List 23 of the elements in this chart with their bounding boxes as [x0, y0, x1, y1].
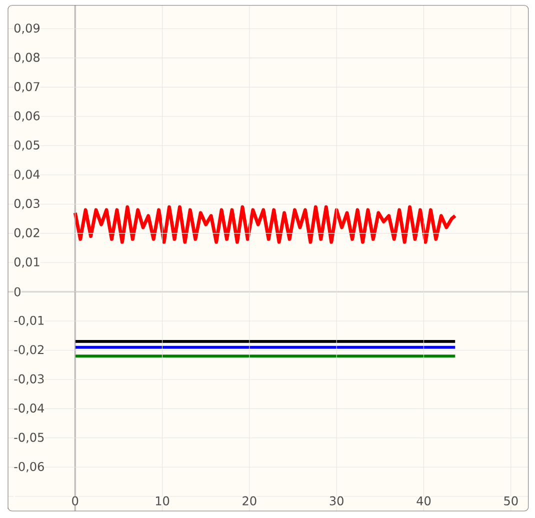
x-tick-label: 10: [156, 496, 170, 506]
x-tick-label: 20: [242, 496, 256, 506]
y-tick-label: 0,01: [14, 258, 40, 268]
y-tick-label: 0,08: [14, 52, 40, 64]
y-tick-label: 0,09: [14, 24, 40, 34]
y-tick-label: -0,02: [14, 345, 44, 356]
y-tick-label: -0,05: [14, 432, 44, 444]
y-tick-label: 0: [14, 287, 20, 296]
y-tick-label: -0,04: [14, 404, 44, 414]
y-tick-label: 0,07: [14, 82, 40, 93]
y-tick-label: 0,02: [14, 228, 40, 239]
y-tick-label: 0,04: [14, 170, 40, 180]
x-tick-label: 40: [416, 496, 431, 506]
x-tick-label: 30: [330, 496, 344, 506]
y-tick-label: 0,06: [14, 111, 40, 122]
y-tick-label: -0,01: [14, 316, 44, 326]
y-tick-label: -0,06: [14, 462, 44, 472]
y-tick-label: 0,05: [14, 140, 40, 151]
y-tick-label: -0,03: [14, 374, 44, 385]
y-tick-label: 0,03: [14, 199, 40, 210]
x-tick-label: 0: [72, 496, 78, 506]
x-tick-label: 50: [504, 496, 518, 506]
line-series: [73, 205, 457, 244]
